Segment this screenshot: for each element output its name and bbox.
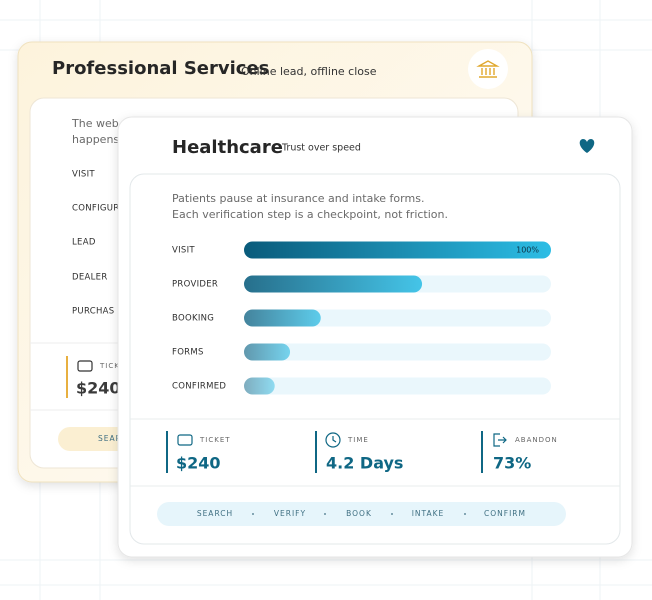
card-subtitle: Trust over speed [281, 143, 361, 154]
description-line: happens [72, 133, 119, 146]
nav-separator [464, 513, 466, 515]
stat-value: 73% [493, 454, 531, 473]
step-label: VISIT [72, 170, 95, 180]
nav-separator [391, 513, 393, 515]
step-label: CONFIGUR [72, 204, 120, 214]
bar-track [244, 343, 551, 361]
category-label: CONFIRMED [172, 382, 226, 392]
nav-separator [252, 513, 254, 515]
icon-bg [468, 49, 508, 89]
category-label: BOOKING [172, 314, 214, 324]
stat-label: TIME [347, 436, 369, 444]
bar [244, 377, 275, 395]
nav-item[interactable]: SEAR [98, 434, 122, 443]
stat-value: $240 [176, 454, 221, 473]
exit-icon [493, 433, 507, 447]
front-card: Healthcare Trust over speed Patients pau… [117, 116, 633, 558]
value-label: 100% [516, 246, 539, 255]
category-label: PROVIDER [172, 280, 218, 290]
description-line: Each verification step is a checkpoint, … [172, 208, 448, 221]
ticket-icon [177, 434, 193, 446]
nav-item[interactable]: BOOK [346, 509, 372, 518]
card-subtitle: Online lead, offline close [241, 65, 377, 78]
heart-icon[interactable] [579, 139, 595, 153]
bank-icon [476, 60, 500, 78]
stat-label: TICKET [199, 436, 231, 444]
card-title: Professional Services [52, 58, 269, 79]
category-label: VISIT [172, 246, 195, 256]
stat-label: ABANDON [515, 436, 558, 444]
stat-value: $240 [76, 379, 121, 398]
bar-track [244, 309, 551, 327]
bar [244, 309, 321, 327]
nav-item[interactable]: VERIFY [274, 509, 306, 518]
category-label: FORMS [172, 348, 204, 358]
bar-track [244, 377, 551, 395]
nav-item[interactable]: SEARCH [197, 509, 233, 518]
stat-value: 4.2 Days [326, 454, 403, 473]
card-title: Healthcare [172, 137, 283, 158]
bar [244, 241, 551, 259]
nav-item[interactable]: INTAKE [412, 509, 445, 518]
funnel-chart: VISIT 100% PROVIDER BOOKING FORMS CONFIRMED [172, 241, 551, 395]
clock-icon [325, 432, 341, 448]
step-label: PURCHAS [72, 307, 114, 317]
description-line: Patients pause at insurance and intake f… [172, 192, 424, 205]
step-label: DEALER [72, 273, 108, 283]
description-line: The web [71, 117, 119, 130]
nav-separator [324, 513, 326, 515]
bar [244, 343, 291, 361]
ticket-icon [77, 360, 93, 372]
nav-item[interactable]: CONFIRM [484, 509, 526, 518]
step-label: LEAD [72, 238, 96, 248]
stat-label: TICK [99, 362, 120, 370]
bar [244, 275, 423, 293]
nav-pill [157, 502, 566, 526]
